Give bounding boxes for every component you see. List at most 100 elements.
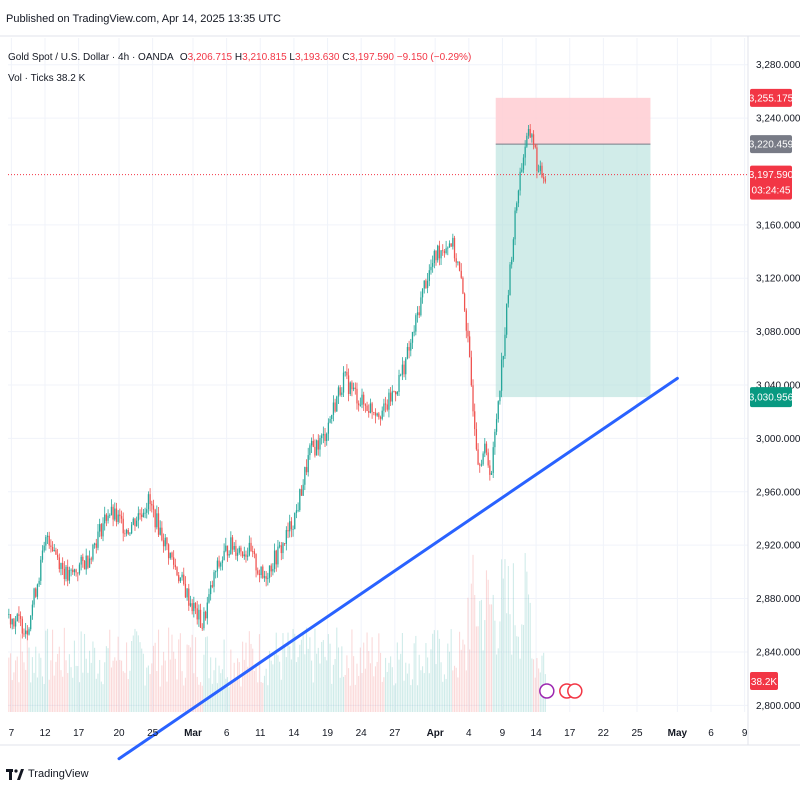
volume-bar [386, 671, 388, 712]
candle-body [70, 569, 72, 571]
volume-bar [186, 644, 188, 712]
candle-body [341, 392, 343, 395]
volume-bar [132, 635, 134, 712]
volume-bar [193, 673, 195, 712]
candle-body [221, 560, 224, 563]
candle-body [457, 261, 459, 263]
candle-body [122, 518, 124, 534]
candle-body [53, 550, 55, 552]
candle-body [463, 293, 466, 311]
candle-body [188, 588, 190, 606]
candle-body [524, 146, 526, 158]
volume-bar [173, 651, 175, 712]
volume-bar [275, 632, 277, 712]
volume-bar [410, 685, 412, 712]
target-price-tag-bg [750, 387, 792, 408]
volume-bar [67, 673, 69, 712]
stop-price-tag-bg [750, 88, 792, 107]
volume-bar [290, 659, 292, 712]
volume-bar [226, 677, 229, 712]
candle-body [347, 375, 350, 394]
volume-bar [255, 665, 257, 712]
volume-bar [344, 674, 346, 712]
candle-body [243, 554, 245, 557]
x-tick-label: 27 [389, 728, 401, 739]
volume-bar [144, 685, 146, 712]
volume-bar [268, 650, 271, 712]
y-tick-label: 2,880.000 [756, 594, 800, 605]
candle-body [169, 552, 171, 559]
candle-body [425, 280, 427, 288]
candle-body [327, 422, 330, 434]
candle-body [326, 433, 328, 442]
volume-bar [398, 659, 400, 712]
volume-bar [433, 630, 435, 712]
candle-body [391, 391, 393, 402]
candle-body [292, 529, 294, 530]
volume-bar [455, 667, 457, 712]
volume-bar [317, 647, 319, 712]
volume-bar [279, 661, 281, 712]
volume-bar [274, 654, 276, 712]
candle-body [273, 550, 276, 570]
volume-bar [423, 673, 425, 712]
candle-body [265, 576, 267, 579]
candle-body [285, 530, 287, 544]
volume-bar [307, 648, 309, 712]
volume-bar [168, 627, 170, 712]
volume-bar [329, 643, 331, 712]
entry-price-tag-bg [750, 135, 792, 154]
volume-bar [104, 662, 106, 712]
volume-bar [110, 667, 112, 712]
candle-body [218, 560, 220, 567]
candle-body [120, 516, 123, 519]
candle-body [215, 571, 217, 573]
low-label: L [289, 52, 295, 63]
candle-body [245, 554, 247, 557]
candle-body [502, 355, 504, 360]
candle-body [51, 546, 54, 552]
candle-body [453, 237, 456, 259]
footer-brand[interactable]: TradingView [6, 768, 89, 780]
candle-body [400, 374, 402, 376]
volume-bar [336, 627, 338, 712]
volume-bar [514, 625, 516, 712]
x-tick-label: 17 [564, 728, 576, 739]
candle-body [238, 547, 240, 553]
candle-body [211, 585, 213, 587]
candle-body [117, 514, 119, 522]
volume-bar [415, 635, 417, 712]
candle-body [67, 566, 69, 581]
candle-body [236, 552, 239, 556]
candle-body [304, 467, 306, 485]
volume-bar [258, 634, 260, 712]
candle-body [342, 372, 345, 393]
volume-bar [393, 685, 395, 712]
volume-bar [526, 571, 528, 712]
volume-bar [420, 670, 422, 712]
candle-body [516, 203, 518, 211]
y-tick-label: 2,800.000 [756, 701, 800, 712]
candle-body [181, 574, 183, 578]
candle-body [48, 535, 50, 546]
volume-bar [129, 670, 131, 712]
candle-body [302, 484, 304, 496]
tradingview-logo-icon [6, 768, 24, 780]
candle-body [56, 554, 59, 558]
volume-bar [272, 664, 274, 712]
candle-body [460, 270, 462, 278]
candle-body [480, 464, 483, 466]
volume-bar [35, 646, 37, 712]
candle-body [13, 618, 15, 627]
candle-body [248, 542, 250, 556]
candle-body [522, 157, 525, 170]
volume-bar [395, 683, 397, 712]
volume-bar [87, 672, 89, 712]
volume-bar [438, 638, 440, 712]
candle-body [474, 411, 476, 430]
candle-body [105, 514, 108, 521]
candle-body [41, 550, 44, 560]
candle-body [164, 537, 166, 547]
candle-body [247, 555, 249, 557]
